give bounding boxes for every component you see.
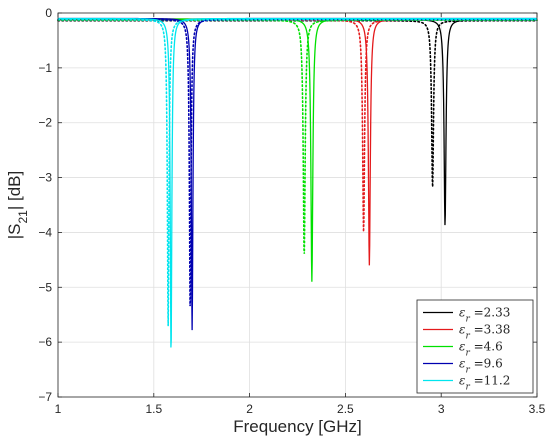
series-layer <box>57 17 538 348</box>
x-tick-labels: 1 1.5 2 2.5 3 3.5 <box>55 402 546 416</box>
y-tick-label: −3 <box>38 171 52 185</box>
x-tick-label: 1 <box>55 402 62 416</box>
x-tick-label: 2.5 <box>337 402 354 416</box>
y-tick-label: −5 <box>38 280 52 294</box>
y-tick-labels: 0 −1 −2 −3 −4 −5 −6 −7 <box>38 6 52 404</box>
y-axis-label: |S21| [dB] <box>5 171 30 240</box>
legend-entry: εr =3.38 <box>459 323 510 342</box>
series-solid-line <box>58 17 537 348</box>
axes-box <box>57 12 538 398</box>
x-axis-label: Frequency [GHz] <box>233 417 362 436</box>
x-tick-label: 2 <box>246 402 253 416</box>
legend-entry: εr =4.6 <box>459 340 503 359</box>
y-tick-label: −7 <box>38 390 52 404</box>
y-axis-label-subscript: 21 <box>16 210 30 224</box>
legend-entry: εr =2.33 <box>459 306 510 325</box>
y-tick-label: −1 <box>38 61 52 75</box>
y-tick-label: −4 <box>38 225 52 239</box>
y-axis-label-tail: | [dB] <box>5 171 24 210</box>
tick-marks <box>57 12 538 398</box>
x-tick-label: 3 <box>438 402 445 416</box>
legend-entry: εr =9.6 <box>459 357 503 376</box>
x-tick-label: 3.5 <box>529 402 546 416</box>
y-axis-label-main: |S <box>5 223 24 239</box>
legend-entry: εr =11.2 <box>459 374 510 393</box>
x-tick-label: 1.5 <box>145 402 162 416</box>
series-dotted-line <box>57 18 538 326</box>
y-tick-label: −6 <box>38 335 52 349</box>
y-tick-label: 0 <box>45 6 52 20</box>
y-tick-label: −2 <box>38 116 52 130</box>
